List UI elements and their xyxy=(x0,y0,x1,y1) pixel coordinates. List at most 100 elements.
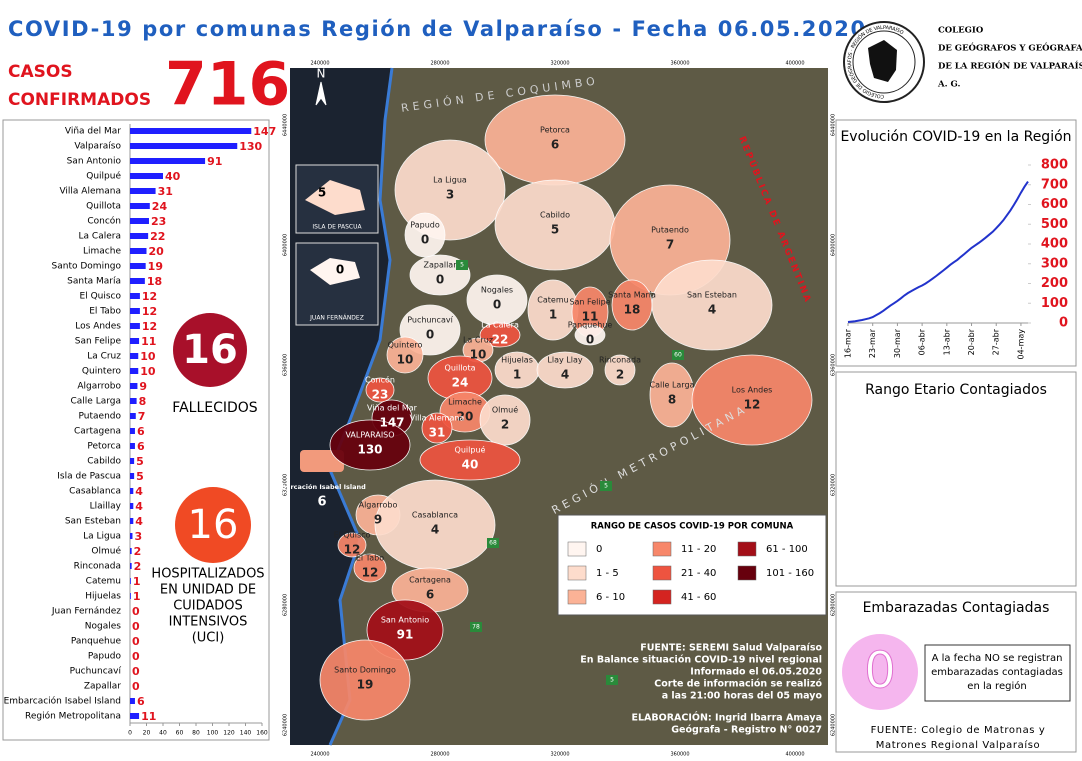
bar xyxy=(130,548,132,554)
road-label: 68 xyxy=(489,540,497,547)
category-label: Cartagena xyxy=(74,427,121,437)
logo-shape xyxy=(868,40,897,82)
y-tick-label: 0 xyxy=(1059,316,1068,331)
y-tick-label: 200 xyxy=(1041,276,1068,291)
value-label: 10 xyxy=(140,350,156,363)
coord-label: 6440000 xyxy=(831,114,837,136)
category-label: Embarcación Isabel Island xyxy=(4,696,121,707)
comuna-value: 6 xyxy=(426,588,434,602)
hospitalizados-label: CUIDADOS xyxy=(173,599,243,614)
coord-label: 240000 xyxy=(310,752,329,758)
value-label: 4 xyxy=(135,485,143,498)
coord-label: 6320000 xyxy=(283,474,289,496)
category-label: La Cruz xyxy=(87,352,121,362)
coord-label: 360000 xyxy=(670,61,689,67)
comuna-area xyxy=(479,394,531,446)
road-shield xyxy=(470,622,482,632)
comuna-area xyxy=(536,351,594,389)
comuna-name: Limache xyxy=(448,398,482,407)
category-label: Santa María xyxy=(67,277,121,287)
comuna-name: Viña del Mar xyxy=(367,404,418,413)
value-label: 91 xyxy=(207,155,222,168)
legend-swatch xyxy=(652,541,672,557)
x-tick-label: 40 xyxy=(159,730,167,737)
category-label: Viña del Mar xyxy=(65,127,121,137)
category-label: Calle Larga xyxy=(71,397,122,407)
bar xyxy=(130,173,163,179)
comuna-area xyxy=(409,254,471,296)
inset xyxy=(295,242,379,326)
coord-label: 6360000 xyxy=(283,354,289,376)
legend-swatch xyxy=(567,565,587,581)
category-label: Papudo xyxy=(88,652,122,662)
category-label: Petorca xyxy=(87,442,121,452)
comuna-value: 4 xyxy=(431,523,439,537)
y-tick-label: 500 xyxy=(1041,217,1068,232)
comuna-area xyxy=(651,259,773,351)
comuna-name: Zapallar xyxy=(424,261,458,270)
x-tick-label: 06-abr xyxy=(918,328,927,355)
bar xyxy=(130,488,134,494)
comuna-value: 130 xyxy=(357,443,382,457)
bar xyxy=(130,278,145,284)
island xyxy=(305,180,365,215)
value-label: 12 xyxy=(142,320,157,333)
comuna-area xyxy=(337,532,367,558)
bar xyxy=(130,533,133,539)
value-label: 10 xyxy=(140,365,156,378)
island-name: JUAN FERNÁNDEZ xyxy=(309,315,364,322)
bar xyxy=(130,398,137,404)
comuna-name: La Calera xyxy=(481,321,519,330)
panel-title: Rango Etario Contagiados xyxy=(865,382,1047,398)
category-label: Concón xyxy=(87,216,121,227)
coord-label: 6440000 xyxy=(283,114,289,136)
legend-label: 21 - 40 xyxy=(681,568,716,579)
category-label: Llaillay xyxy=(90,502,122,512)
comuna-name: San Felipe xyxy=(569,298,610,307)
category-label: Putaendo xyxy=(79,412,122,422)
fallecidos-value: 16 xyxy=(182,327,238,373)
comuna-name: Quilpué xyxy=(455,445,486,455)
y-tick-label: 800 xyxy=(1041,158,1068,173)
bar xyxy=(130,563,132,569)
x-tick-label: 120 xyxy=(223,730,235,737)
comuna-name: Papudo xyxy=(410,221,440,230)
source-line: ELABORACIÓN: Ingrid Ibarra Amaya xyxy=(632,712,822,724)
x-tick-label: 100 xyxy=(207,730,219,737)
bar xyxy=(130,383,138,389)
value-label: 12 xyxy=(142,305,157,318)
comuna-name: Olmué xyxy=(492,405,518,415)
island-value: 5 xyxy=(318,186,326,200)
x-tick-label: 140 xyxy=(240,730,252,737)
legend-label: 101 - 160 xyxy=(766,568,814,579)
comuna-name: San Esteban xyxy=(687,291,737,300)
legend-title: RANGO DE CASOS COVID-19 POR COMUNA xyxy=(591,522,794,532)
bar xyxy=(130,518,134,524)
legend-label: 1 - 5 xyxy=(596,568,619,579)
bar xyxy=(130,188,156,194)
value-label: 0 xyxy=(132,620,140,633)
hospitalizados-label: INTENSIVOS xyxy=(169,615,248,630)
hospitalizados-label: EN UNIDAD DE xyxy=(160,583,256,598)
comuna-value: 1 xyxy=(513,368,521,382)
category-label: Los Andes xyxy=(75,322,121,332)
coord-label: 320000 xyxy=(550,61,569,67)
source-line: FUENTE: SEREMI Salud Valparaíso xyxy=(640,643,822,654)
comuna-value: 0 xyxy=(493,298,501,312)
comuna-name: Santa María xyxy=(608,291,656,300)
hospitalizados-label: HOSPITALIZADOS xyxy=(151,567,264,582)
value-label: 8 xyxy=(139,395,147,408)
source-line: Corte de información se realizó xyxy=(654,679,822,690)
comuna-name: VALPARAISO xyxy=(345,431,394,440)
fallecidos-label: FALLECIDOS xyxy=(172,400,257,416)
comuna-value: 10 xyxy=(470,348,487,362)
comuna-area xyxy=(353,553,387,583)
source-line: a las 21:00 horas del 05 mayo xyxy=(662,691,823,702)
comuna-name: Cartagena xyxy=(409,576,451,585)
legend-box xyxy=(557,514,827,616)
source-line: Informado el 06.05.2020 xyxy=(690,667,822,678)
value-label: 4 xyxy=(135,500,143,513)
bar xyxy=(130,503,134,509)
bar xyxy=(130,203,150,209)
bar xyxy=(130,578,131,584)
